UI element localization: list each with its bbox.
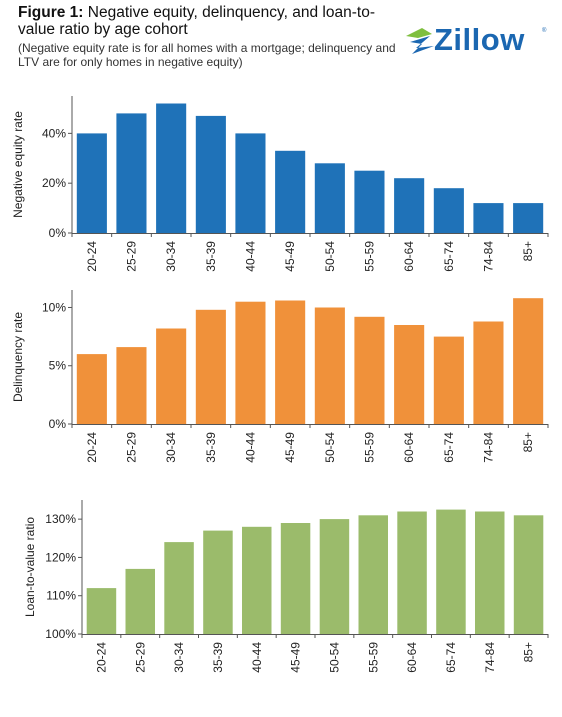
chart-subtitle: (Negative equity rate is for all homes w…	[18, 41, 396, 69]
x-tick-label: 50-54	[327, 642, 341, 673]
chart-title: Figure 1: Negative equity, delinquency, …	[18, 4, 398, 38]
y-tick-label: 120%	[45, 550, 76, 564]
title-block: Figure 1: Negative equity, delinquency, …	[18, 4, 398, 69]
bar	[473, 203, 504, 233]
bar	[513, 298, 544, 424]
x-tick-label: 30-34	[164, 432, 178, 463]
logo-registered-mark: ®	[542, 28, 547, 34]
y-tick-label: 100%	[45, 627, 76, 641]
x-tick-label: 40-44	[244, 432, 258, 463]
chart-2: 0% 5% 10% 20-24 25-29 30-34 35-39 40-44 45-49 50-…	[11, 290, 549, 463]
title-text: Negative equity, delinquency, and loan-t…	[18, 4, 375, 38]
bar	[195, 115, 226, 233]
bar	[156, 103, 187, 233]
bar	[358, 515, 388, 634]
bar	[275, 150, 306, 233]
logo-text: Zillow	[434, 22, 525, 57]
x-tick-label: 20-24	[85, 432, 99, 463]
y-tick-label: 0%	[49, 417, 67, 431]
zillow-logo-icon	[406, 28, 434, 54]
bar	[76, 354, 107, 424]
x-tick-label: 65-74	[442, 241, 456, 272]
bar	[203, 530, 233, 634]
chart-3: 100% 110% 120% 130% 20-24 25-29 30-34 35-39 40-4…	[23, 500, 549, 673]
bar	[513, 203, 544, 233]
x-tick-label: 50-54	[323, 432, 337, 463]
x-tick-label: 45-49	[283, 241, 297, 272]
bar	[394, 325, 425, 424]
bar	[397, 511, 427, 634]
bar	[86, 588, 117, 634]
x-tick-label: 55-59	[363, 432, 377, 463]
x-tick-label: 45-49	[289, 642, 303, 673]
x-tick-label: 60-64	[405, 642, 419, 673]
x-tick-label: 74-84	[482, 432, 496, 463]
x-tick-label: 35-39	[211, 642, 225, 673]
figure-label: Figure 1:	[18, 4, 84, 21]
bar	[319, 519, 350, 634]
x-tick-label: 85+	[522, 642, 536, 662]
bar	[513, 515, 544, 634]
bar	[473, 321, 504, 424]
x-tick-label: 25-29	[125, 432, 139, 463]
x-tick-label: 55-59	[363, 241, 377, 272]
bar	[354, 170, 385, 233]
y-tick-label: 0%	[49, 226, 67, 240]
x-tick-label: 45-49	[283, 432, 297, 463]
x-tick-label: 60-64	[402, 432, 416, 463]
y-tick-label: 110%	[46, 589, 76, 603]
bar	[76, 133, 107, 233]
y-axis-label: Negative equity rate	[11, 111, 25, 218]
bar	[235, 133, 266, 233]
x-tick-label: 40-44	[244, 241, 258, 272]
zillow-logo: Zillow ®	[404, 22, 554, 62]
x-tick-label: 30-34	[164, 241, 178, 272]
bar	[433, 336, 464, 424]
bar	[195, 309, 226, 424]
bar	[354, 316, 385, 424]
x-tick-label: 25-29	[125, 241, 139, 272]
x-tick-label: 20-24	[94, 642, 108, 673]
bar	[116, 347, 147, 424]
chart-1: 0% 20% 40% 20-24 25-29 30-34 35-39 40-44 45-49 50…	[11, 96, 549, 272]
bar	[275, 300, 306, 424]
bar	[156, 328, 187, 424]
x-tick-label: 20-24	[85, 241, 99, 272]
y-axis-label: Delinquency rate	[11, 312, 25, 402]
x-tick-label: 55-59	[366, 642, 380, 673]
bar	[394, 178, 425, 233]
y-tick-label: 130%	[45, 512, 76, 526]
y-tick-label: 5%	[49, 359, 67, 373]
x-tick-label: 74-84	[483, 642, 497, 673]
x-tick-label: 65-74	[444, 642, 458, 673]
x-tick-label: 50-54	[323, 241, 337, 272]
x-tick-label: 40-44	[250, 642, 264, 673]
bar	[242, 526, 272, 634]
bar	[475, 511, 505, 634]
y-tick-label: 10%	[42, 300, 66, 314]
bar	[314, 307, 345, 424]
bar	[433, 188, 464, 233]
bar	[116, 113, 147, 233]
bar	[235, 301, 266, 424]
bar	[436, 509, 466, 634]
bar	[314, 163, 345, 233]
x-tick-label: 85+	[521, 432, 535, 452]
y-tick-label: 20%	[42, 176, 66, 190]
y-tick-label: 40%	[42, 126, 66, 140]
x-tick-label: 65-74	[442, 432, 456, 463]
x-tick-label: 30-34	[172, 642, 186, 673]
x-tick-label: 25-29	[133, 642, 147, 673]
bar	[125, 568, 155, 634]
x-tick-label: 35-39	[204, 241, 218, 272]
bar	[280, 523, 311, 634]
x-tick-label: 60-64	[402, 241, 416, 272]
x-tick-label: 74-84	[482, 241, 496, 272]
bar	[164, 542, 194, 634]
y-axis-label: Loan-to-value ratio	[23, 517, 37, 617]
x-tick-label: 35-39	[204, 432, 218, 463]
x-tick-label: 85+	[521, 241, 535, 261]
